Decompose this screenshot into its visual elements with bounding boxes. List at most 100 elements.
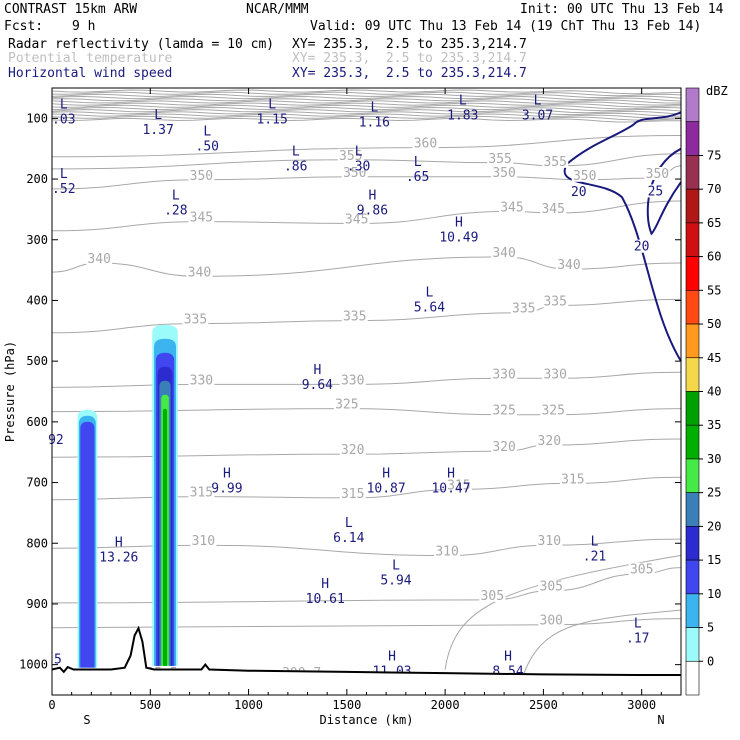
theta-label: 340	[188, 265, 211, 280]
x-axis-label: Distance (km)	[320, 713, 414, 727]
theta-label: 350	[492, 166, 515, 181]
theta-label: 340	[492, 246, 515, 261]
extremum-value: 5.94	[380, 574, 411, 589]
y-tick-label: 700	[26, 476, 48, 490]
wind-extremum: L3.07	[522, 94, 553, 124]
theta-label-bg	[341, 309, 368, 323]
colorbar-label: 0	[707, 654, 714, 668]
wind-contour-label: 20	[571, 185, 587, 200]
extremum-value: 92	[48, 433, 64, 448]
wind-extremum: L6.14	[333, 516, 364, 546]
extremum-type: H	[321, 577, 329, 592]
extremum-type: L	[459, 94, 467, 109]
extremum-value: 10.61	[306, 592, 345, 607]
wind-extremum: L5.94	[380, 559, 411, 589]
theta-label: 315	[561, 472, 584, 487]
theta-label: 310	[192, 534, 215, 549]
terrain-fill	[52, 628, 681, 695]
theta-label: 335	[343, 310, 366, 325]
colorbar-label: 10	[707, 587, 721, 601]
theta-label: 315	[190, 486, 213, 501]
extremum-value: 5	[54, 653, 62, 668]
colorbar-box	[685, 391, 700, 426]
theta-label: 315	[447, 478, 470, 493]
extremum-value: 10.87	[367, 481, 406, 496]
theta-label-bg	[339, 486, 366, 500]
extremum-type: L	[172, 188, 180, 203]
wind-extremum: L.52	[52, 167, 75, 197]
extremum-value: .86	[284, 160, 307, 175]
theta-label: 305	[630, 563, 653, 578]
y-tick-label: 200	[26, 172, 48, 186]
theta-label: 335	[184, 313, 207, 328]
colorbar-label: 20	[707, 519, 721, 533]
theta-contour-line	[51, 89, 682, 95]
x-tick-label: 2500	[529, 698, 558, 712]
theta-contour-line	[51, 109, 682, 115]
theta-label: 350	[573, 169, 596, 184]
theta-label: 335	[543, 294, 566, 309]
extremum-type: L	[292, 145, 300, 160]
colorbar-label: 45	[707, 351, 721, 365]
extremum-type: H	[388, 650, 396, 665]
x-endpoint-north: N	[657, 713, 664, 727]
extremum-value: .50	[196, 140, 219, 155]
colorbar: dBZ 0 5 10 15 20 25 30 35 40 45 50 55 60 65 70 75	[685, 84, 728, 696]
wind-label-bg	[631, 239, 652, 253]
extremum-type: H	[368, 188, 376, 203]
theta-label: 325	[335, 398, 358, 413]
theta-label: 360	[414, 137, 437, 152]
theta-label: 330	[492, 367, 515, 382]
colorbar-label: 65	[707, 216, 721, 230]
theta-contour-line	[51, 408, 682, 416]
colorbar-label: 15	[707, 553, 721, 567]
colorbar-label: 50	[707, 317, 721, 331]
theta-label-bg	[86, 251, 113, 265]
colorbar-box	[685, 121, 700, 156]
y-tick-label: 1000	[19, 658, 48, 672]
wind-extremum: H9.99	[211, 466, 242, 496]
y-tick-label: 900	[26, 597, 48, 611]
extremum-type: L	[355, 145, 363, 160]
theta-contour-line	[51, 93, 682, 99]
extremum-type: L	[392, 559, 400, 574]
wind-extremum: L.50	[196, 125, 219, 155]
theta-label: 350	[646, 167, 669, 182]
theta-contour-line	[51, 91, 682, 97]
extremum-value: 1.37	[142, 123, 173, 138]
x-tick-label: 1000	[234, 698, 263, 712]
colorbar-units: dBZ	[706, 84, 728, 98]
colorbar-label: 70	[707, 182, 721, 196]
theta-label-bg	[628, 562, 655, 576]
field3-xy: XY= 235.3, 2.5 to 235.3,214.7	[292, 66, 527, 81]
title-center: NCAR/MMM	[246, 2, 309, 17]
extremum-value: .03	[52, 112, 75, 127]
y-tick-label: 400	[26, 293, 48, 307]
colorbar-box	[685, 155, 700, 190]
field1-xy: XY= 235.3, 2.5 to 235.3,214.7	[292, 37, 527, 52]
extremum-type: L	[60, 97, 68, 112]
theta-label-bg	[339, 443, 366, 457]
theta-label: 310	[435, 545, 458, 560]
extremum-type: H	[115, 536, 123, 551]
colorbar-label: 30	[707, 452, 721, 466]
theta-label: 325	[541, 404, 564, 419]
theta-label: 330	[190, 373, 213, 388]
theta-label-bg	[341, 165, 368, 179]
wind-extremum: L1.37	[142, 108, 173, 138]
theta-label: 340	[87, 252, 110, 267]
wind-contour-label: 20	[634, 240, 650, 255]
extremum-value: 9.64	[302, 378, 333, 393]
theta-contour-line	[51, 98, 681, 104]
theta-label: 335	[512, 302, 535, 317]
extremum-type: L	[268, 97, 276, 112]
theta-label: 345	[541, 202, 564, 217]
colorbar-box	[685, 492, 700, 527]
wind-extremum: L1.83	[447, 94, 478, 124]
colorbar-box	[685, 526, 700, 561]
theta-label-bg	[510, 301, 537, 315]
theta-label-bg	[487, 151, 514, 165]
x-tick-label: 0	[48, 698, 55, 712]
theta-label: 340	[557, 258, 580, 273]
x-endpoint-south: S	[83, 713, 90, 727]
